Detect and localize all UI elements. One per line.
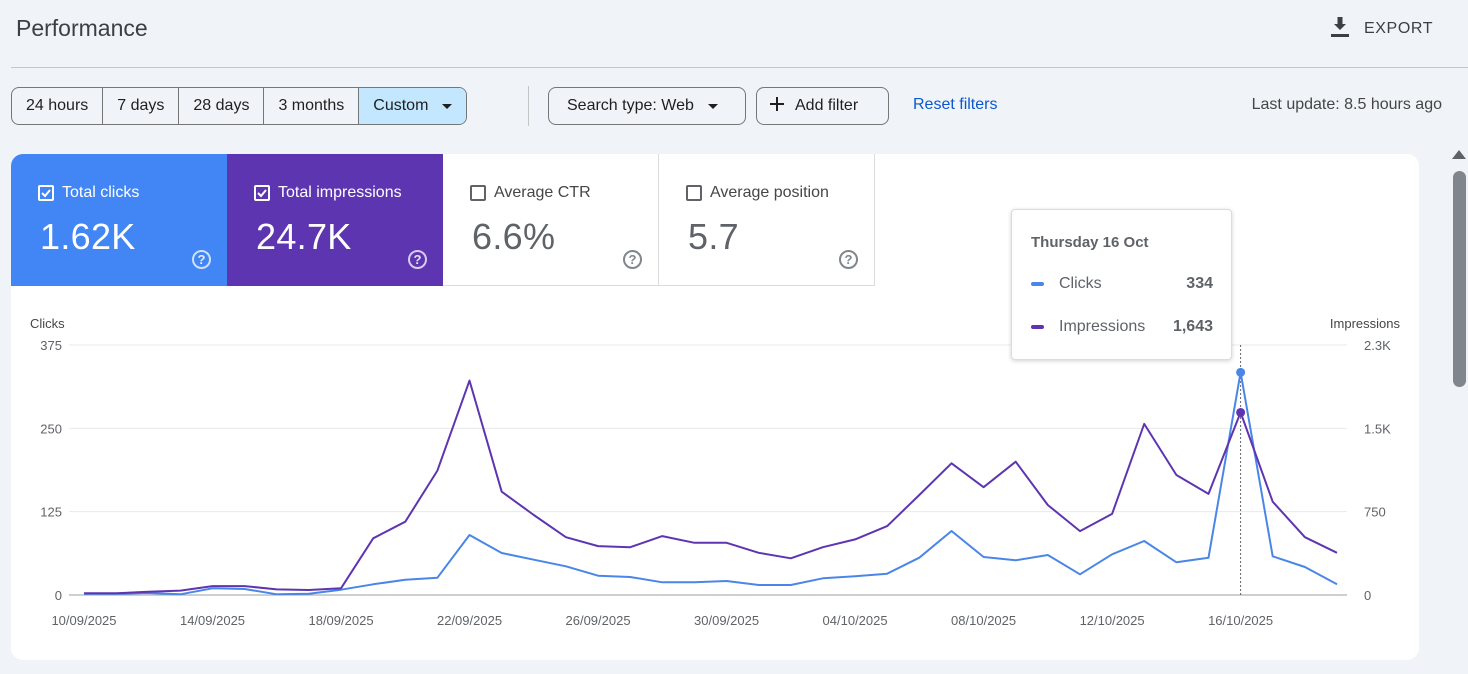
range-28-days[interactable]: 28 days <box>179 88 265 124</box>
y2-tick-label: 750 <box>1364 505 1386 520</box>
metric-average-ctr[interactable]: Average CTR 6.6% ? <box>443 154 659 286</box>
series-line-impressions <box>84 379 1338 595</box>
help-icon[interactable]: ? <box>408 250 427 269</box>
metric-label: Average CTR <box>494 184 591 201</box>
checkbox-unchecked-icon[interactable] <box>686 185 702 201</box>
y-axis-title: Clicks <box>30 316 65 331</box>
last-update-text: Last update: 8.5 hours ago <box>1251 96 1442 113</box>
metric-total-impressions[interactable]: Total impressions 24.7K ? <box>227 154 443 286</box>
metric-label-row: Total clicks <box>38 184 139 202</box>
plus-icon <box>769 96 785 117</box>
help-icon[interactable]: ? <box>623 250 642 269</box>
y2-tick-label: 1.5K <box>1364 421 1391 436</box>
x-tick-label: 14/09/2025 <box>180 613 245 628</box>
x-tick-label: 12/10/2025 <box>1080 613 1145 628</box>
x-tick-label: 26/09/2025 <box>566 613 631 628</box>
tooltip-date: Thursday 16 Oct <box>1031 234 1149 251</box>
search-type-label: Search type: Web <box>567 97 694 114</box>
chart-tooltip: Thursday 16 Oct Clicks 334 Impressions 1… <box>1011 209 1232 360</box>
highlight-point-clicks <box>1236 367 1246 377</box>
metric-label: Average position <box>710 184 829 201</box>
metric-label-row: Average position <box>686 184 829 202</box>
checkbox-checked-icon[interactable] <box>38 185 54 201</box>
performance-chart[interactable]: 0 125 250 375 0 750 1.5K 2.3K Clicks Impressions 1… <box>11 154 1419 660</box>
metric-label-row: Average CTR <box>470 184 591 202</box>
impressions-swatch <box>1031 325 1044 329</box>
reset-filters-link[interactable]: Reset filters <box>913 96 998 113</box>
help-icon[interactable]: ? <box>192 250 211 269</box>
add-filter-label: Add filter <box>795 97 859 114</box>
caret-down-icon <box>707 103 718 109</box>
x-tick-label: 10/09/2025 <box>51 613 116 628</box>
range-3-months[interactable]: 3 months <box>264 88 360 124</box>
page-title: Performance <box>16 15 148 41</box>
export-button[interactable]: EXPORT <box>1330 14 1433 44</box>
scrollbar-thumb[interactable] <box>1453 171 1466 387</box>
download-icon <box>1330 16 1350 43</box>
y-tick-label: 375 <box>40 338 62 353</box>
y2-axis-title: Impressions <box>1330 316 1401 331</box>
y-tick-label: 250 <box>40 421 62 436</box>
add-filter-button[interactable]: Add filter <box>756 87 889 125</box>
y2-tick-label: 2.3K <box>1364 338 1391 353</box>
metric-value: 6.6% <box>472 216 556 257</box>
y-tick-label: 125 <box>40 505 62 520</box>
scroll-up-arrow-icon[interactable] <box>1452 150 1466 159</box>
range-custom[interactable]: Custom <box>359 88 467 124</box>
range-custom-label: Custom <box>373 97 429 114</box>
metric-label: Total impressions <box>278 184 402 201</box>
checkbox-checked-icon[interactable] <box>254 185 270 201</box>
header-divider <box>11 67 1468 68</box>
export-label: EXPORT <box>1364 20 1434 37</box>
tooltip-value: 334 <box>1186 275 1213 292</box>
clicks-swatch <box>1031 282 1044 286</box>
y-tick-label: 0 <box>55 588 62 603</box>
caret-down-icon <box>442 103 453 109</box>
metric-label: Total clicks <box>62 184 140 201</box>
tooltip-label: Clicks <box>1059 275 1102 292</box>
range-24-hours[interactable]: 24 hours <box>12 88 104 124</box>
y2-tick-label: 0 <box>1364 588 1371 603</box>
filter-separator <box>528 86 529 126</box>
metric-value: 24.7K <box>256 216 352 257</box>
date-range-selector: 24 hours 7 days 28 days 3 months Custom <box>11 87 468 125</box>
metric-total-clicks[interactable]: Total clicks 1.62K ? <box>11 154 227 286</box>
x-tick-label: 18/09/2025 <box>308 613 373 628</box>
tooltip-row-impressions: Impressions 1,643 <box>1031 318 1213 336</box>
tooltip-row-clicks: Clicks 334 <box>1031 275 1213 293</box>
series-line-clicks <box>84 371 1338 596</box>
tooltip-value: 1,643 <box>1172 318 1213 335</box>
metric-label-row: Total impressions <box>254 184 402 202</box>
checkbox-unchecked-icon[interactable] <box>470 185 486 201</box>
metric-value: 5.7 <box>688 216 739 257</box>
x-tick-label: 30/09/2025 <box>694 613 759 628</box>
help-icon[interactable]: ? <box>839 250 858 269</box>
metric-average-position[interactable]: Average position 5.7 ? <box>659 154 875 286</box>
range-7-days[interactable]: 7 days <box>103 88 180 124</box>
highlight-point-impressions <box>1236 407 1246 417</box>
x-tick-label: 04/10/2025 <box>823 613 888 628</box>
x-tick-label: 22/09/2025 <box>437 613 502 628</box>
x-tick-label: 16/10/2025 <box>1208 613 1273 628</box>
x-tick-label: 08/10/2025 <box>951 613 1016 628</box>
metric-value: 1.62K <box>40 216 136 257</box>
search-type-dropdown[interactable]: Search type: Web <box>548 87 746 125</box>
tooltip-label: Impressions <box>1059 318 1146 335</box>
